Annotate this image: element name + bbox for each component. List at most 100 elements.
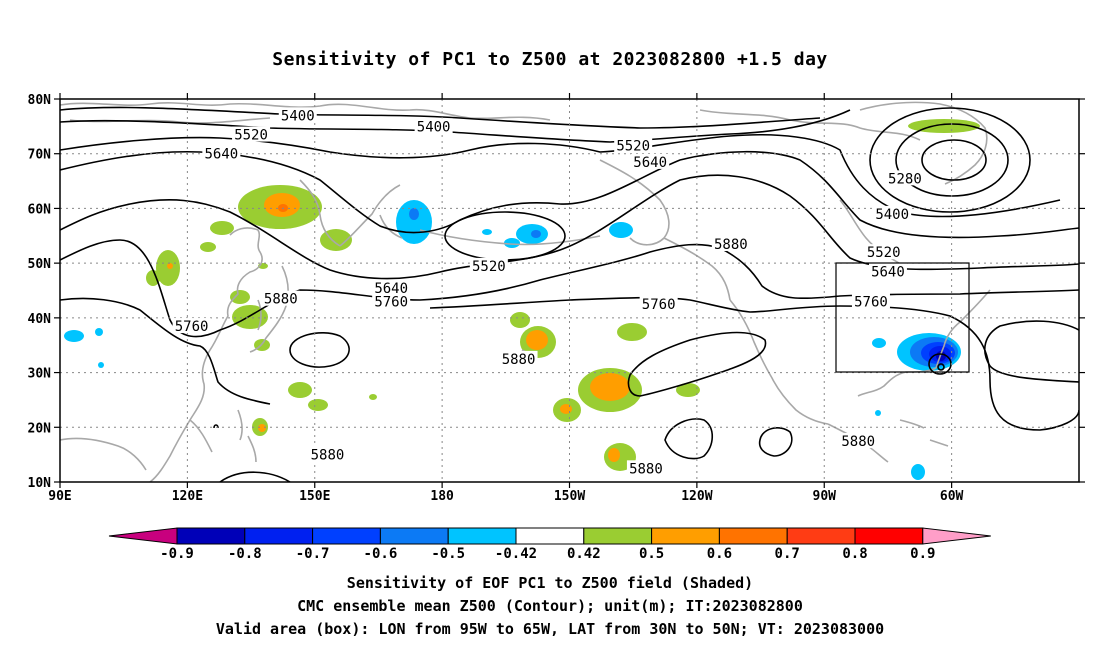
coast-line — [419, 229, 601, 246]
contour-label: 5880 — [502, 352, 536, 368]
contour-label: 5520 — [867, 245, 901, 261]
contour-line — [60, 239, 1079, 338]
lat-label: 60N — [28, 202, 52, 217]
footer-line-3: Valid area (box): LON from 95W to 65W, L… — [215, 620, 885, 638]
contour-label-bg — [372, 279, 411, 295]
shade-green — [510, 312, 530, 328]
contour-label: 5520 — [616, 139, 650, 155]
lat-label: 40N — [28, 312, 52, 327]
contour-label-bg — [202, 145, 241, 161]
colorbar-label: -0.42 — [495, 546, 537, 562]
colorbar-swatch — [244, 527, 314, 545]
contour-label-bg — [864, 244, 903, 260]
contour-label-bg — [639, 296, 678, 312]
contour-label: 5520 — [472, 259, 506, 275]
contour-line — [928, 353, 952, 375]
lon-label: 120E — [172, 489, 203, 504]
shade-green — [617, 323, 647, 341]
contour-label-bg — [631, 153, 670, 169]
coast-line — [599, 159, 731, 301]
contour-line — [60, 150, 1079, 239]
contour-label-bg — [172, 318, 211, 334]
contour-label-bg — [308, 446, 347, 462]
contour-label: 5640 — [374, 281, 408, 297]
coastlines — [60, 101, 991, 482]
contour-label-bg — [839, 432, 878, 448]
colorbar-swatch — [515, 527, 585, 545]
contour-label: 5400 — [875, 207, 909, 223]
contour-label: 5880 — [841, 434, 875, 450]
shade-cyan — [95, 328, 103, 336]
coast-line — [249, 265, 289, 353]
contour-label: 5760 — [374, 294, 408, 310]
coast-line — [729, 299, 829, 425]
lat-label: 70N — [28, 148, 52, 163]
colorbar-swatch — [651, 527, 720, 545]
coast-line — [237, 409, 257, 463]
lat-label: 80N — [28, 93, 52, 108]
lat-label: 10N — [28, 476, 52, 491]
colorbar-label: 0.5 — [639, 546, 664, 562]
contour-label-bg — [614, 137, 653, 153]
shade-orange — [258, 424, 266, 432]
contour-line — [627, 331, 767, 397]
colorbar-over-arrow — [922, 527, 991, 545]
shade-green — [676, 383, 700, 397]
coast-line — [859, 101, 988, 185]
coast-line — [189, 419, 213, 453]
footer-line-1: Sensitivity of EOF PC1 to Z500 field (Sh… — [346, 574, 754, 592]
colorbar-swatch — [854, 527, 924, 545]
colorbar-label: -0.7 — [296, 546, 330, 562]
lon-label: 120W — [681, 489, 712, 504]
shade-green — [369, 394, 377, 400]
shade-orange — [560, 404, 572, 414]
shade-orange — [167, 263, 173, 269]
footer-line-2: CMC ensemble mean Z500 (Contour); unit(m… — [297, 597, 803, 615]
shade-orange — [608, 448, 620, 462]
shade-green — [308, 399, 328, 411]
contour-label: 5640 — [871, 264, 905, 280]
coast-line — [149, 227, 263, 482]
coast-line — [899, 419, 949, 447]
contour-label-bg — [261, 290, 300, 306]
lat-label: 30N — [28, 367, 52, 382]
contour-label-bg — [232, 126, 271, 142]
contour-label-bg — [414, 118, 453, 134]
lon-label: 180 — [430, 489, 454, 504]
shade-green — [288, 382, 312, 398]
contour-line — [937, 363, 945, 371]
contour-line — [60, 109, 851, 143]
shade-cyan — [872, 338, 886, 348]
plot-title: Sensitivity of PC1 to Z500 at 2023082800… — [272, 49, 828, 70]
shade-cyan — [396, 200, 432, 244]
colorbar-label: 0.6 — [707, 546, 732, 562]
contour-line — [289, 332, 350, 368]
contour-label-bg — [885, 170, 924, 186]
contour-label: 5760 — [642, 297, 676, 313]
shade-green — [200, 242, 216, 252]
coast-line — [299, 179, 401, 247]
lon-label: 90W — [813, 489, 837, 504]
contour-label: 5880 — [311, 448, 345, 464]
colorbar-swatch — [583, 527, 653, 545]
contour-label: 5880 — [714, 237, 748, 253]
lon-label: 90E — [48, 489, 71, 504]
contour-label-bg — [851, 293, 890, 309]
contour-line — [869, 107, 1031, 213]
shade-green — [230, 290, 250, 304]
z500-contours — [60, 106, 1079, 482]
contour-line — [758, 427, 793, 457]
contour-label: 5640 — [204, 147, 238, 163]
shade-cyan — [609, 222, 633, 238]
colorbar-label: 0.7 — [775, 546, 800, 562]
contour-label: 5880 — [629, 461, 663, 477]
contour-line — [921, 139, 987, 181]
shade-blue — [531, 230, 541, 238]
colorbar-swatch — [312, 527, 381, 545]
shade-cyan — [911, 464, 925, 480]
colorbar-label: -0.8 — [228, 546, 262, 562]
contour-label: 5760 — [854, 294, 888, 310]
colorbar-label: 0.9 — [910, 546, 935, 562]
coast-line — [699, 109, 921, 141]
